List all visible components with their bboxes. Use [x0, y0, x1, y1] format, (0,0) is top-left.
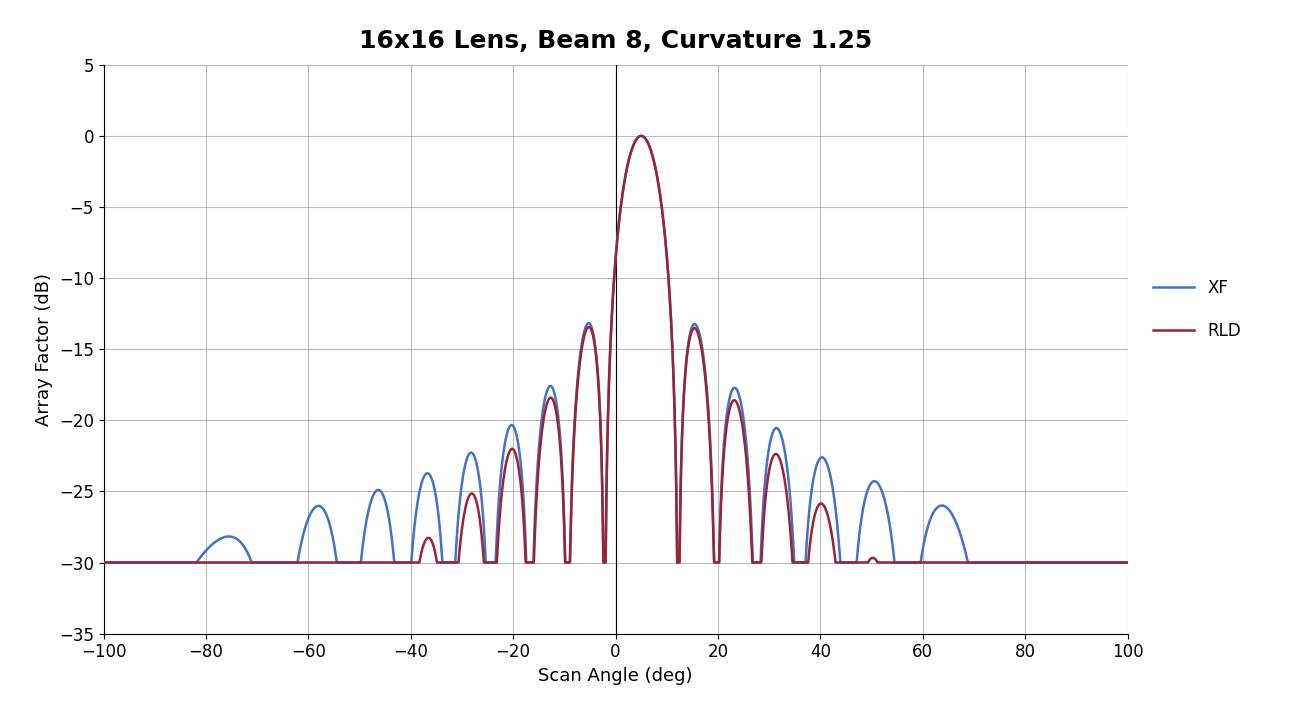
RLD	[910, 558, 925, 567]
Line: XF: XF	[104, 136, 1128, 562]
RLD	[467, 492, 482, 500]
Legend: XF, RLD: XF, RLD	[1146, 272, 1248, 346]
Line: RLD: RLD	[104, 136, 1128, 562]
XF	[855, 505, 871, 514]
XF	[467, 452, 482, 461]
RLD	[96, 558, 111, 567]
RLD	[1120, 558, 1135, 567]
XF	[96, 558, 111, 567]
XF	[634, 132, 649, 140]
X-axis label: Scan Angle (deg): Scan Angle (deg)	[538, 667, 693, 685]
RLD	[855, 558, 871, 567]
XF	[148, 558, 163, 567]
RLD	[634, 132, 649, 140]
XF	[910, 558, 925, 567]
Title: 16x16 Lens, Beam 8, Curvature 1.25: 16x16 Lens, Beam 8, Curvature 1.25	[359, 29, 872, 53]
XF	[746, 558, 762, 567]
RLD	[746, 558, 762, 567]
XF	[1120, 558, 1135, 567]
XF	[702, 426, 718, 434]
RLD	[702, 432, 718, 441]
RLD	[148, 558, 163, 567]
Y-axis label: Array Factor (dB): Array Factor (dB)	[35, 273, 53, 426]
